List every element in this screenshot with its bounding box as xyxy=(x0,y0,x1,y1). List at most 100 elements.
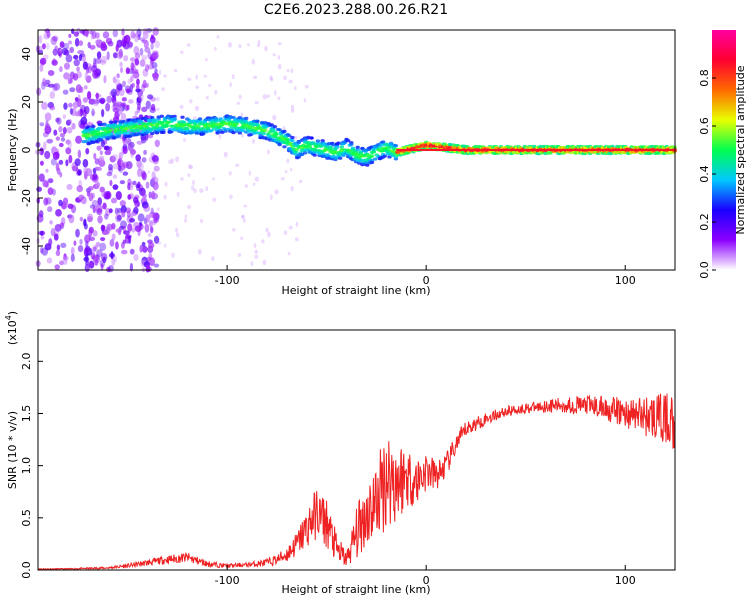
spectrogram-noise-blob xyxy=(294,135,298,140)
spectrogram-noise-blob xyxy=(104,145,110,151)
spectrogram-noise-blob xyxy=(145,100,151,110)
spectrogram-noise-blob xyxy=(85,254,89,263)
spectrogram-noise-blob xyxy=(126,210,131,218)
spectrogram-noise-blob xyxy=(129,83,133,93)
spectrogram-noise-blob xyxy=(41,101,48,110)
spectrogram-noise-blob xyxy=(139,244,143,253)
spectrogram-noise-blob xyxy=(96,51,102,59)
spectrogram-ridge-blob xyxy=(307,150,313,154)
spectrogram-noise-blob xyxy=(108,163,113,171)
chart-title: C2E6.2023.288.00.26.R21 xyxy=(264,2,448,18)
spectrogram-noise-blob xyxy=(232,228,236,232)
spectrogram-noise-blob xyxy=(76,66,80,72)
spectrogram-ridge-blob xyxy=(393,144,399,148)
spectrogram-noise-blob xyxy=(293,86,297,90)
spectrogram-noise-blob xyxy=(91,246,96,254)
spectrogram-noise-blob xyxy=(127,182,131,191)
spectrogram-noise-blob xyxy=(176,191,180,198)
spectrogram-noise-blob xyxy=(88,228,93,238)
spectrogram-noise-blob xyxy=(134,225,142,232)
spectrogram-noise-blob xyxy=(102,202,107,210)
spectrogram-noise-blob xyxy=(283,230,288,236)
spectrogram-noise-blob xyxy=(144,223,150,232)
spectrogram-noise-blob xyxy=(65,119,71,126)
spectrogram-noise-blob xyxy=(193,188,197,193)
spectrogram-noise-blob xyxy=(87,41,91,49)
spectrogram-noise-blob xyxy=(277,63,282,70)
spectrogram-noise-blob xyxy=(235,163,240,167)
spectrogram-ridge-blob xyxy=(355,147,360,152)
spectrogram-noise-blob xyxy=(286,68,290,73)
spectrogram-noise-blob xyxy=(75,228,80,238)
spectrogram-noise-blob xyxy=(122,146,128,155)
spectrogram-ridge-blob xyxy=(231,131,236,135)
spectrogram-noise-blob xyxy=(94,57,102,64)
spectrogram-noise-blob xyxy=(62,255,69,261)
spectrogram-noise-blob xyxy=(171,252,175,259)
spectrogram-noise-blob xyxy=(112,174,118,179)
spectrogram-ridge-blob xyxy=(380,140,386,144)
spectrogram-noise-blob xyxy=(72,101,79,109)
spectrogram-noise-blob xyxy=(127,223,133,232)
spectrogram-noise-blob xyxy=(141,241,146,247)
spectrogram-noise-blob xyxy=(47,206,53,213)
spectrogram-noise-blob xyxy=(54,224,62,232)
spectrogram-noise-blob xyxy=(103,191,111,200)
spectrogram-noise-blob xyxy=(48,178,54,184)
spectrogram-noise-blob xyxy=(109,179,113,187)
spectrogram-noise-blob xyxy=(46,30,51,38)
spectrogram-noise-blob xyxy=(55,209,62,217)
snr-y-tick-label: 0.5 xyxy=(20,509,33,527)
spectrogram-noise-blob xyxy=(265,227,269,233)
spectrogram-noise-blob xyxy=(288,79,293,84)
spectrogram-noise-blob xyxy=(175,232,180,238)
spectrogram-noise-blob xyxy=(173,68,178,73)
spectrogram-noise-blob xyxy=(69,47,73,53)
spectrogram-noise-blob xyxy=(130,75,134,82)
spectrogram-noise-blob xyxy=(142,245,148,253)
spectrogram-ridge-blob xyxy=(538,144,544,149)
spectrogram-noise-blob xyxy=(48,238,53,246)
spectrogram-noise-blob xyxy=(103,75,107,84)
spectrogram-noise-blob xyxy=(93,152,97,160)
spectrogram-noise-blob xyxy=(229,81,232,88)
spectrogram-ridge-blob xyxy=(244,119,249,124)
spectrogram-ridge-blob xyxy=(363,149,368,153)
spectrogram-noise-blob xyxy=(152,53,158,60)
spectrogram-ridge-blob xyxy=(165,121,171,125)
spectrogram-noise-blob xyxy=(118,48,123,58)
spectrogram-noise-blob xyxy=(56,244,61,251)
spectrogram-noise-blob xyxy=(283,75,288,81)
spectrogram-noise-blob xyxy=(96,145,102,151)
spectrogram-ridge-blob xyxy=(135,124,141,128)
spectrogram-noise-blob xyxy=(92,206,96,214)
spectrogram-noise-blob xyxy=(154,40,161,49)
spectrogram-noise-blob xyxy=(141,171,147,181)
spectrogram-noise-blob xyxy=(134,110,139,116)
spectrogram-noise-blob xyxy=(197,248,202,255)
spectrogram-noise-blob xyxy=(62,89,69,95)
spectrogram-noise-blob xyxy=(60,137,66,142)
spectrogram-noise-blob xyxy=(45,168,49,173)
spectrogram-noise-blob xyxy=(70,253,75,262)
snr-x-tick-label: 0 xyxy=(423,574,430,587)
spectrogram-noise-blob xyxy=(83,166,89,175)
spectrogram-noise-blob xyxy=(102,31,110,39)
spectrogram-noise-blob xyxy=(118,151,123,161)
spectrogram-x-label: Height of straight line (km) xyxy=(281,284,430,297)
spectrogram-noise-blob xyxy=(238,94,242,100)
spectrogram-noise-blob xyxy=(154,139,160,148)
spectrogram-noise-blob xyxy=(111,257,116,266)
spectrogram-noise-blob xyxy=(155,107,160,112)
spectrogram-noise-blob xyxy=(168,159,173,165)
spectrogram-noise-blob xyxy=(104,213,109,220)
spectrogram-noise-blob xyxy=(59,132,66,138)
spectrogram-noise-blob xyxy=(99,242,107,251)
spectrogram-noise-blob xyxy=(92,230,98,237)
spectrogram-noise-blob xyxy=(47,69,55,77)
spectrogram-ridge-blob xyxy=(290,138,295,143)
spectrogram-noise-blob xyxy=(270,77,274,82)
spectrogram-ticks: -100 0 100 -40 -20 0 20 40 xyxy=(20,47,636,287)
spectrogram-ridge-blob xyxy=(150,123,155,127)
spectrogram-noise-blob xyxy=(44,112,52,122)
